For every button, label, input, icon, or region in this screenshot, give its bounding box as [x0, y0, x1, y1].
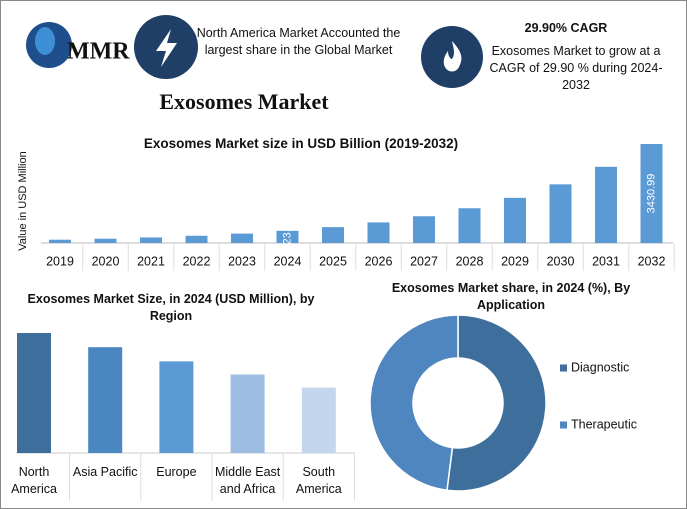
x-tick-label: 2029 [501, 254, 529, 268]
x-tick-label: South America [295, 465, 342, 496]
x-tick-label: 2028 [456, 254, 484, 268]
legend-swatch [560, 364, 567, 372]
icon-bolt [156, 29, 177, 67]
y-axis-label: Value in USD Million [17, 151, 29, 250]
icon-circle [421, 26, 483, 88]
bar [549, 184, 572, 243]
logo-text: MMR [67, 39, 130, 65]
x-tick-label: Middle East and Africa [214, 465, 281, 496]
x-tick-label: Asia Pacific [72, 465, 138, 479]
x-tick-label: 2026 [365, 254, 393, 268]
bar [301, 387, 336, 453]
bar [322, 227, 344, 243]
legend-label: Diagnostic [571, 360, 629, 374]
x-tick-label: 2019 [46, 254, 74, 268]
bar [140, 237, 162, 243]
bar [367, 222, 390, 243]
chart-title: Exosomes Market share, in 2024 (%), By A… [391, 281, 631, 312]
bar [230, 374, 265, 453]
x-tick-label: 2024 [274, 254, 302, 268]
bar [49, 239, 71, 243]
value-label: 423.2 [281, 223, 293, 251]
cagr-title: 29.90% CAGR [524, 21, 608, 35]
bar [231, 233, 253, 243]
donut-slice [369, 314, 459, 492]
bar [17, 333, 51, 453]
donut-slice [446, 314, 547, 492]
x-tick-label: 2023 [228, 254, 256, 268]
main-title: Exosomes Market [159, 89, 329, 114]
bar [276, 230, 299, 243]
logo-land [35, 27, 55, 55]
x-tick-label: 2021 [137, 254, 165, 268]
x-tick-label: 2027 [410, 254, 438, 268]
bar [504, 197, 526, 243]
highlight-text: North America Market Accounted the large… [196, 26, 401, 57]
value-label: 3430.99 [645, 174, 657, 214]
x-tick-label: 2020 [92, 254, 120, 268]
x-tick-label: Europe [156, 465, 197, 479]
bar [458, 208, 481, 243]
bar [94, 238, 117, 243]
x-tick-label: 2031 [592, 254, 620, 268]
bar [88, 347, 123, 453]
bar [413, 216, 435, 243]
cagr-text: Exosomes Market to grow at a CAGR of 29.… [489, 44, 663, 92]
chart-title: Exosomes Market size in USD Billion (201… [143, 136, 459, 151]
x-tick-label: 2030 [547, 254, 575, 268]
bar [185, 235, 208, 243]
chart-title: Exosomes Market Size, in 2024 (USD Milli… [27, 292, 315, 323]
icon-flame [443, 41, 462, 72]
x-tick-label: 2022 [183, 254, 211, 268]
bar [159, 361, 194, 453]
x-tick-label: 2025 [319, 254, 347, 268]
x-tick-label: North America [11, 465, 57, 496]
legend-label: Therapeutic [571, 417, 637, 431]
legend-swatch [560, 421, 567, 429]
bar [595, 166, 617, 243]
bar [640, 144, 663, 243]
x-tick-label: 2032 [638, 254, 666, 268]
